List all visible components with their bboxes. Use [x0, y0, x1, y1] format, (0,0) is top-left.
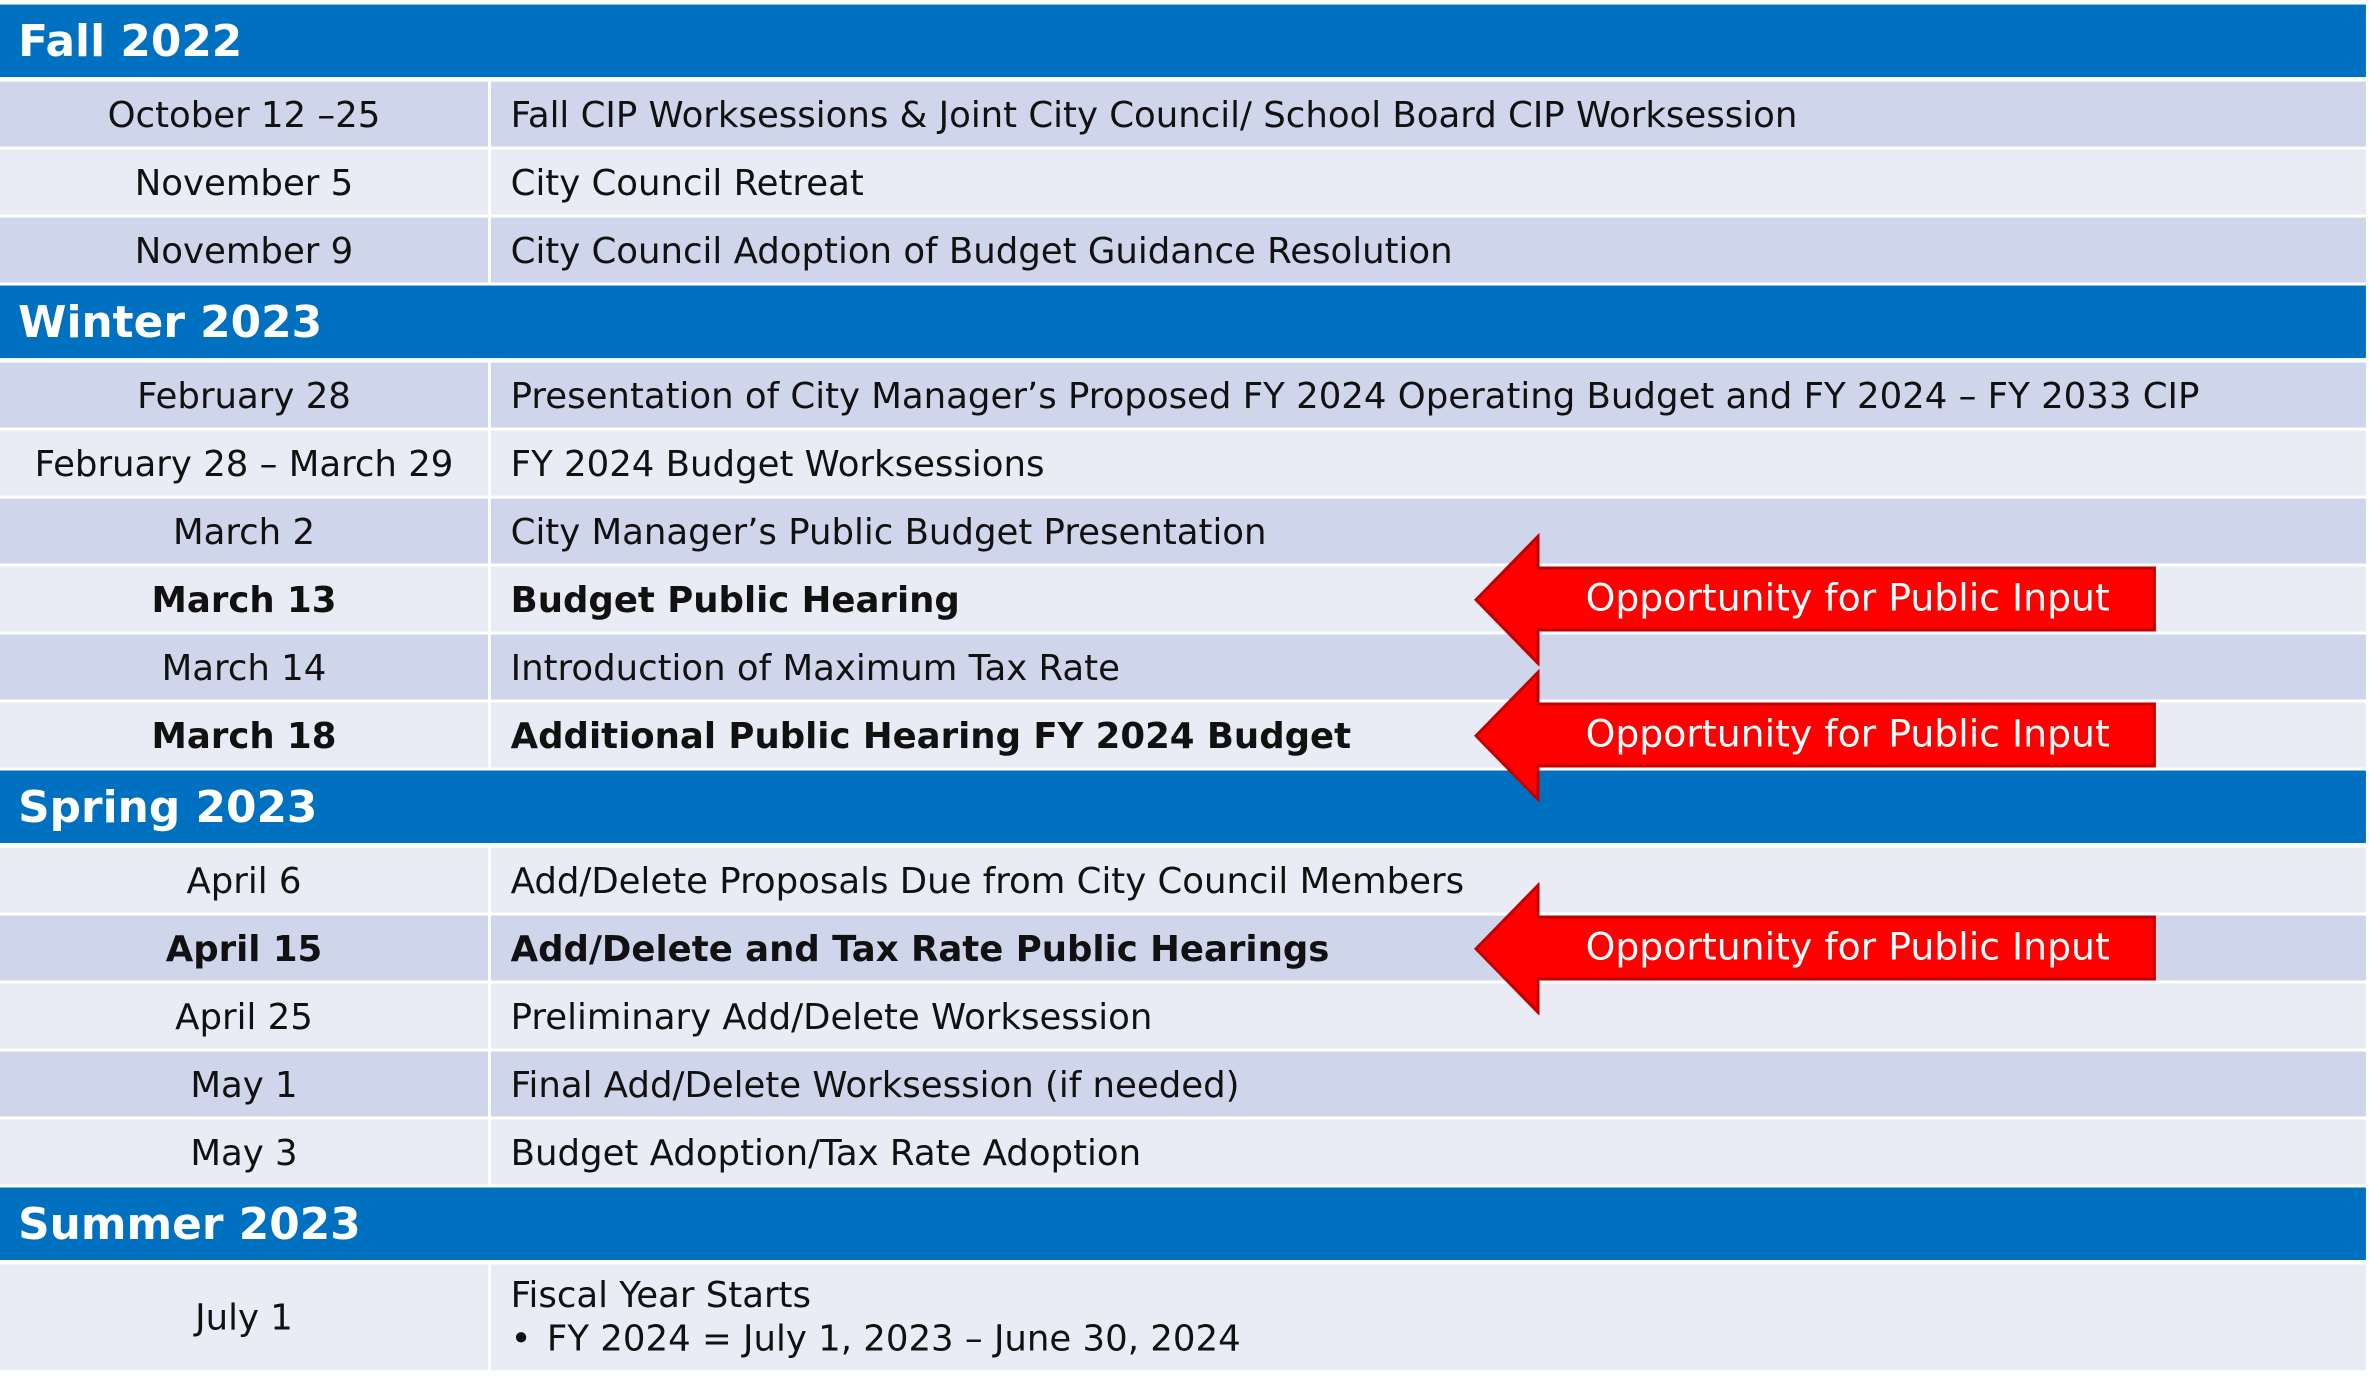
section-header: Summer 2023 [0, 1187, 2366, 1261]
date-cell: March 2 [0, 498, 488, 564]
date: November 5 [134, 160, 354, 204]
date-cell: April 25 [0, 983, 488, 1049]
event-cell: Final Add/Delete Worksession (if needed) [491, 1051, 2366, 1117]
date-cell: March 14 [0, 634, 488, 700]
date: April 15 [165, 926, 323, 970]
schedule-row: April 25 Preliminary Add/Delete Worksessi… [0, 983, 2366, 1049]
schedule-row: March 14 Introduction of Maximum Tax Rate [0, 634, 2366, 700]
date-cell: April 6 [0, 847, 488, 913]
event-cell: Introduction of Maximum Tax Rate [491, 634, 2366, 700]
date: March 18 [151, 713, 337, 757]
schedule-row: March 13 Budget Public Hearing Opportunity… [0, 533, 2366, 667]
schedule-table: Fall 2022 October 12 –25 Fall CIP Worksess… [0, 4, 2366, 1374]
schedule-row: October 12 –25 Fall CIP Worksessions & Jo… [0, 81, 2366, 147]
event: City Council Retreat [510, 160, 864, 204]
date-cell: May 3 [0, 1119, 488, 1185]
event: Add/Delete and Tax Rate Public Hearings [510, 926, 1330, 970]
schedule-row: February 28 – March 29 FY 2024 Budget Wor… [0, 430, 2366, 496]
date-cell: February 28 – March 29 [0, 430, 488, 496]
event: Budget Adoption/Tax Rate Adoption [510, 1130, 1142, 1174]
date: March 14 [161, 645, 327, 689]
event: Final Add/Delete Worksession (if needed) [510, 1062, 1240, 1106]
event: City Manager’s Public Budget Presentatio… [510, 509, 1267, 553]
callout-arrow: Opportunity for Public Input [1473, 669, 2160, 803]
event: Fiscal Year Starts [510, 1273, 811, 1316]
event-cell: Add/Delete Proposals Due from City Counc… [491, 847, 2366, 913]
date-cell: May 1 [0, 1051, 488, 1117]
date-cell: February 28 [0, 362, 488, 428]
date-cell: March 18 [0, 702, 488, 768]
section-header: Winter 2023 [0, 285, 2366, 359]
date: February 28 – March 29 [34, 441, 454, 485]
arrow [1473, 533, 2156, 667]
schedule-row: April 6 Add/Delete Proposals Due from Cit… [0, 847, 2366, 913]
event: Preliminary Add/Delete Worksession [510, 994, 1153, 1038]
date-cell: October 12 –25 [0, 81, 488, 147]
date: November 9 [134, 228, 354, 272]
date: May 1 [190, 1062, 298, 1106]
date-cell: November 9 [0, 217, 488, 283]
event: FY 2024 Budget Worksessions [510, 441, 1045, 485]
arrow-shape [1473, 533, 2156, 667]
event: Add/Delete Proposals Due from City Counc… [510, 858, 1465, 902]
schedule-row: March 18 Additional Public Hearing FY 202… [0, 669, 2366, 803]
section-header: Spring 2023 [0, 770, 2366, 844]
schedule-row: July 1 Fiscal Year StartsFY 2024 = July 1… [0, 1264, 2366, 1371]
date: April 6 [186, 858, 302, 902]
date: March 2 [172, 509, 316, 553]
date-cell: April 15 [0, 915, 488, 981]
event-cell: Fiscal Year StartsFY 2024 = July 1, 2023… [491, 1264, 2366, 1371]
schedule-row: May 3 Budget Adoption/Tax Rate Adoption [0, 1119, 2366, 1185]
event-cell: City Council Adoption of Budget Guidance… [491, 217, 2366, 283]
event: Introduction of Maximum Tax Rate [510, 645, 1120, 689]
event-cell: Fall CIP Worksessions & Joint City Counc… [491, 81, 2366, 147]
schedule-row: April 15 Add/Delete and Tax Rate Public H… [0, 882, 2366, 1016]
callout-text: Opportunity for Public Input [1585, 711, 2110, 756]
date: April 25 [175, 994, 313, 1038]
callout-text: Opportunity for Public Input [1585, 575, 2110, 620]
callout-text: Opportunity for Public Input [1585, 924, 2110, 969]
arrow-shape [1473, 669, 2156, 803]
date-cell: March 13 [0, 566, 488, 632]
event-cell: City Council Retreat [491, 149, 2366, 215]
event: Additional Public Hearing FY 2024 Budget [510, 713, 1352, 757]
event-cell: Preliminary Add/Delete Worksession [491, 983, 2366, 1049]
event-cell: Budget Adoption/Tax Rate Adoption [491, 1119, 2366, 1185]
event: City Council Adoption of Budget Guidance… [510, 228, 1453, 272]
section-header: Fall 2022 [0, 4, 2366, 78]
event: Fall CIP Worksessions & Joint City Counc… [510, 92, 1798, 136]
schedule-row: May 1 Final Add/Delete Worksession (if ne… [0, 1051, 2366, 1117]
bullet-item: FY 2024 = July 1, 2023 – June 30, 2024 [511, 1316, 1241, 1361]
date: February 28 [137, 373, 351, 417]
date: May 3 [190, 1130, 298, 1174]
date: March 13 [151, 577, 337, 621]
event: Budget Public Hearing [510, 577, 960, 621]
event-cell: City Manager’s Public Budget Presentatio… [491, 498, 2366, 564]
schedule-row: February 28 Presentation of City Manager’… [0, 362, 2366, 428]
callout-arrow: Opportunity for Public Input [1473, 533, 2160, 667]
event-cell: FY 2024 Budget Worksessions [491, 430, 2366, 496]
date: July 1 [195, 1296, 293, 1339]
schedule-row: November 5 City Council Retreat [0, 149, 2366, 215]
arrow [1473, 669, 2156, 803]
date-cell: November 5 [0, 149, 488, 215]
schedule-row: November 9 City Council Adoption of Budge… [0, 217, 2366, 283]
date-cell: July 1 [0, 1264, 488, 1371]
schedule-row: March 2 City Manager’s Public Budget Pres… [0, 498, 2366, 564]
event-cell: Presentation of City Manager’s Proposed … [491, 362, 2366, 428]
date: October 12 –25 [107, 92, 381, 136]
callout-arrow: Opportunity for Public Input [1473, 882, 2160, 1016]
event: Presentation of City Manager’s Proposed … [510, 373, 2200, 417]
arrow [1473, 882, 2156, 1016]
arrow-shape [1473, 882, 2156, 1016]
